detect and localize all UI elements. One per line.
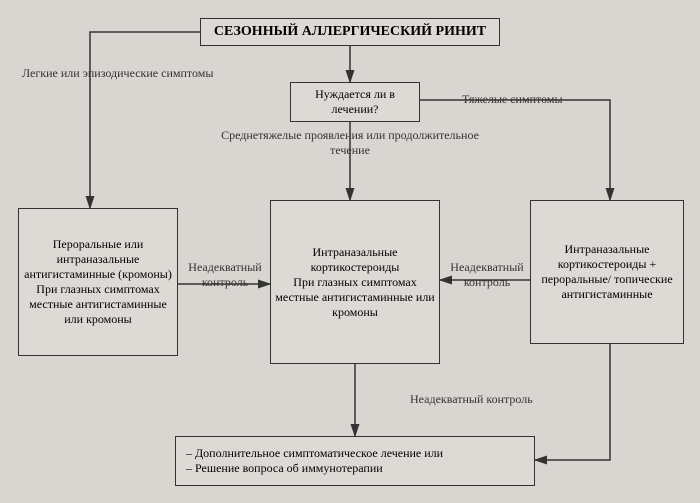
node-bottom: – Дополнительное симптоматическое лечени… [175,436,535,486]
label-inad-right-text: Неадекватный контроль [450,260,523,289]
label-mild: Легкие или эпизодические симптомы [22,66,272,81]
node-right-text: Интраназальные кортикостероиды + перорал… [535,242,679,302]
label-mild-text: Легкие или эпизодические симптомы [22,66,213,80]
label-moderate-text: Среднетяжелые проявления или продолжител… [221,128,479,157]
edge-title-left [90,32,200,208]
label-inad-left: Неадекватный контроль [180,260,270,290]
node-right: Интраназальные кортикостероиды + перорал… [530,200,684,344]
label-inad-bottom: Неадекватный контроль [410,392,610,407]
label-inad-right: Неадекватный контроль [442,260,532,290]
node-center: Интраназальные кортикостероиды При глазн… [270,200,440,364]
node-title-text: СЕЗОННЫЙ АЛЛЕРГИЧЕСКИЙ РИНИТ [214,24,486,40]
label-severe-text: Тяжелые симптомы [462,92,563,106]
node-center-text: Интраназальные кортикостероиды При глазн… [275,245,435,320]
label-inad-bottom-text: Неадекватный контроль [410,392,533,406]
node-title: СЕЗОННЫЙ АЛЛЕРГИЧЕСКИЙ РИНИТ [200,18,500,46]
node-left: Пероральные или интраназальные антигиста… [18,208,178,356]
node-decision: Нуждается ли в лечении? [290,82,420,122]
label-severe: Тяжелые симптомы [462,92,642,107]
node-left-text: Пероральные или интраназальные антигиста… [23,237,173,327]
label-moderate: Среднетяжелые проявления или продолжител… [220,128,480,158]
node-decision-text: Нуждается ли в лечении? [295,87,415,117]
label-inad-left-text: Неадекватный контроль [188,260,261,289]
node-bottom-text: – Дополнительное симптоматическое лечени… [186,446,443,476]
